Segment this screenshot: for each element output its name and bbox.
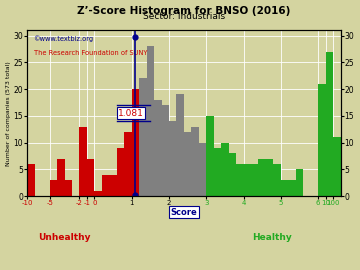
- Bar: [192, 127, 199, 196]
- Text: The Research Foundation of SUNY: The Research Foundation of SUNY: [33, 50, 147, 56]
- Text: Healthy: Healthy: [252, 233, 292, 242]
- Bar: [124, 132, 132, 196]
- X-axis label: Score: Score: [171, 208, 197, 217]
- Bar: [50, 180, 57, 196]
- Bar: [64, 180, 72, 196]
- Bar: [333, 137, 341, 196]
- Bar: [199, 143, 206, 196]
- Bar: [169, 121, 176, 196]
- Bar: [244, 164, 251, 196]
- Bar: [117, 148, 124, 196]
- Bar: [57, 159, 64, 196]
- Y-axis label: Number of companies (573 total): Number of companies (573 total): [5, 61, 10, 166]
- Bar: [258, 159, 266, 196]
- Bar: [184, 132, 192, 196]
- Bar: [132, 89, 139, 196]
- Text: Sector: Industrials: Sector: Industrials: [143, 12, 225, 21]
- Bar: [251, 164, 258, 196]
- Bar: [229, 153, 236, 196]
- Bar: [221, 143, 229, 196]
- Bar: [236, 164, 244, 196]
- Text: ©www.textbiz.org: ©www.textbiz.org: [33, 35, 94, 42]
- Bar: [281, 180, 288, 196]
- Bar: [206, 116, 214, 196]
- Bar: [154, 100, 162, 196]
- Bar: [214, 148, 221, 196]
- Bar: [162, 105, 169, 196]
- Bar: [109, 175, 117, 196]
- Text: 1.081: 1.081: [118, 109, 144, 118]
- Bar: [288, 180, 296, 196]
- Bar: [266, 159, 273, 196]
- Bar: [80, 127, 87, 196]
- Bar: [273, 164, 281, 196]
- Text: Unhealthy: Unhealthy: [39, 233, 91, 242]
- Bar: [27, 164, 35, 196]
- Bar: [102, 175, 109, 196]
- Bar: [325, 52, 333, 196]
- Bar: [94, 191, 102, 196]
- Bar: [139, 78, 147, 196]
- Title: Z’-Score Histogram for BNSO (2016): Z’-Score Histogram for BNSO (2016): [77, 6, 291, 16]
- Bar: [176, 94, 184, 196]
- Bar: [87, 159, 94, 196]
- Bar: [318, 84, 325, 196]
- Bar: [147, 46, 154, 196]
- Bar: [296, 170, 303, 196]
